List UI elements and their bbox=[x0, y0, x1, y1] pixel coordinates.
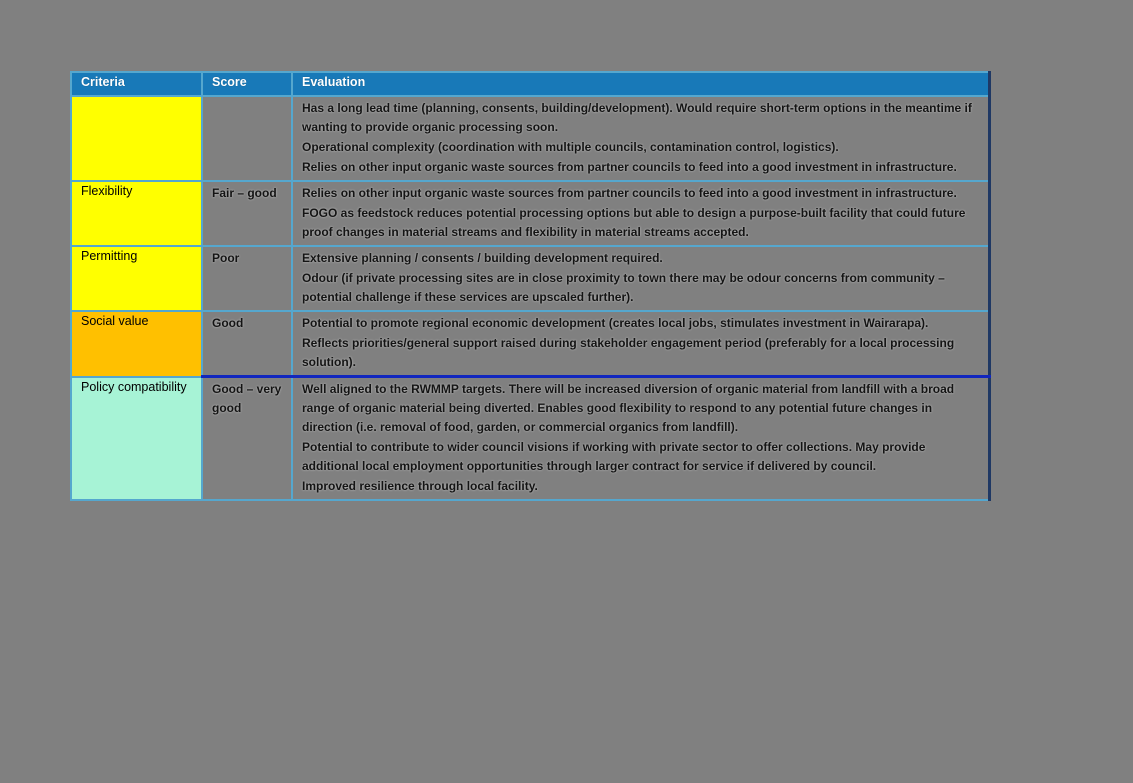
criteria-cell: Social value bbox=[70, 310, 203, 378]
criteria-label: Social value bbox=[81, 314, 149, 328]
table-row: Flexibility Fair – good Relies on other … bbox=[70, 180, 990, 247]
score-cell: Poor bbox=[201, 245, 293, 312]
evaluation-paragraph: Relies on other input organic waste sour… bbox=[302, 160, 957, 174]
criteria-evaluation-table: Criteria Score Evaluation Has a long lea… bbox=[70, 71, 991, 501]
evaluation-paragraph: Extensive planning / consents / building… bbox=[302, 251, 663, 265]
criteria-label: Policy compatibility bbox=[81, 379, 187, 394]
evaluation-paragraph: Has a long lead time (planning, consents… bbox=[302, 101, 972, 134]
evaluation-cell: Relies on other input organic waste sour… bbox=[291, 180, 990, 247]
header-cell-evaluation: Evaluation bbox=[291, 71, 990, 97]
header-cell-score: Score bbox=[201, 71, 293, 97]
evaluation-paragraph: Operational complexity (coordination wit… bbox=[302, 140, 839, 154]
score-cell: Good bbox=[201, 310, 293, 378]
evaluation-paragraph: Relies on other input organic waste sour… bbox=[302, 186, 957, 200]
evaluation-paragraph: Potential to promote regional economic d… bbox=[302, 316, 929, 330]
header-row: Criteria Score Evaluation bbox=[70, 71, 990, 97]
evaluation-cell: Has a long lead time (planning, consents… bbox=[291, 95, 990, 182]
table-row: Social value Good Potential to promote r… bbox=[70, 310, 990, 378]
criteria-label: Flexibility bbox=[81, 184, 133, 198]
evaluation-paragraph: Potential to contribute to wider council… bbox=[302, 440, 926, 473]
evaluation-paragraph: Reflects priorities/general support rais… bbox=[302, 336, 955, 369]
score-cell bbox=[201, 95, 293, 182]
evaluation-cell: Well aligned to the RWMMP targets. There… bbox=[291, 375, 990, 501]
score-cell: Good – very good bbox=[201, 375, 293, 501]
criteria-evaluation-table-container: Criteria Score Evaluation Has a long lea… bbox=[70, 71, 991, 501]
score-label: Poor bbox=[212, 251, 240, 265]
table-row: Has a long lead time (planning, consents… bbox=[70, 95, 990, 182]
score-label: Good bbox=[212, 316, 244, 330]
score-label: Fair – good bbox=[212, 186, 277, 200]
criteria-label: Permitting bbox=[81, 249, 138, 263]
score-label: Good – very good bbox=[212, 382, 282, 415]
evaluation-paragraph: Odour (if private processing sites are i… bbox=[302, 271, 945, 304]
evaluation-cell: Potential to promote regional economic d… bbox=[291, 310, 990, 378]
criteria-cell bbox=[70, 95, 203, 182]
header-cell-criteria: Criteria bbox=[70, 71, 203, 97]
criteria-cell: Flexibility bbox=[70, 180, 203, 247]
score-cell: Fair – good bbox=[201, 180, 293, 247]
criteria-cell: Permitting bbox=[70, 245, 203, 312]
table-row: Permitting Poor Extensive planning / con… bbox=[70, 245, 990, 312]
evaluation-paragraph: Well aligned to the RWMMP targets. There… bbox=[302, 382, 955, 434]
criteria-cell: Policy compatibility bbox=[70, 375, 203, 501]
table-row: Policy compatibility Good – very good We… bbox=[70, 375, 990, 501]
evaluation-cell: Extensive planning / consents / building… bbox=[291, 245, 990, 312]
evaluation-paragraph: FOGO as feedstock reduces potential proc… bbox=[302, 206, 966, 239]
evaluation-paragraph: Improved resilience through local facili… bbox=[302, 479, 538, 493]
